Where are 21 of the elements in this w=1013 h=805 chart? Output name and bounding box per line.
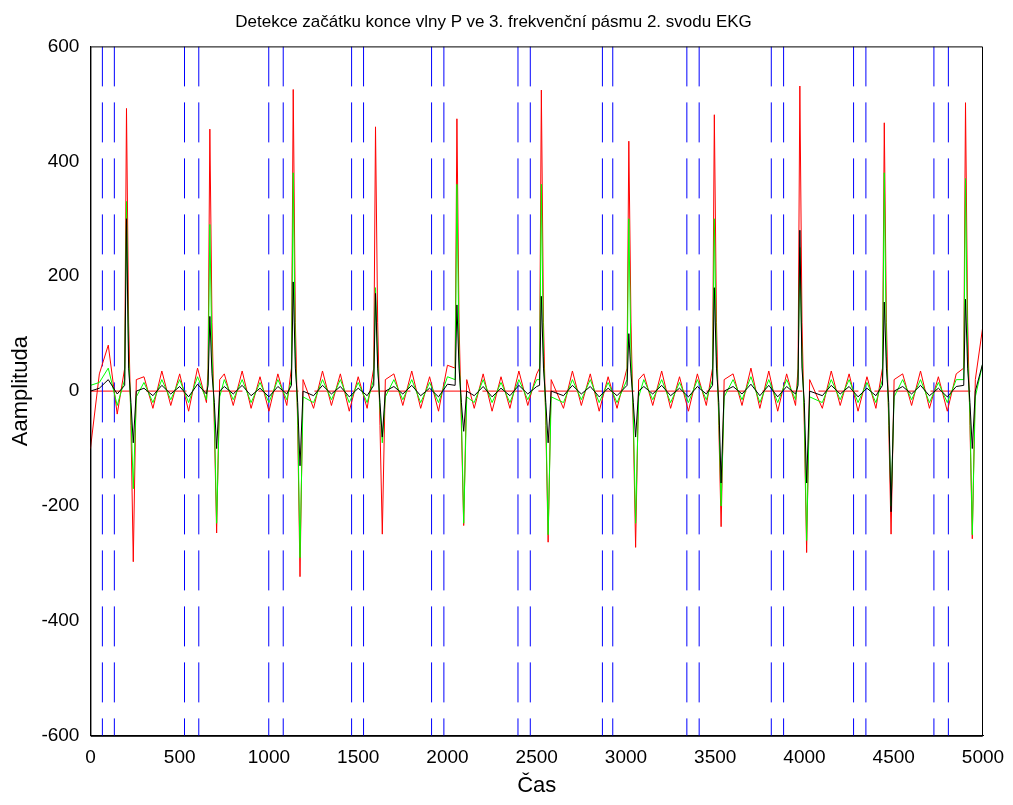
y-tick-label: 600 bbox=[47, 34, 80, 56]
y-tick-label: 200 bbox=[47, 264, 80, 286]
x-tick-label: 3500 bbox=[694, 746, 737, 768]
x-tick-label: 3000 bbox=[604, 746, 648, 768]
y-tick-label: -200 bbox=[41, 494, 80, 516]
x-tick-label: 2500 bbox=[515, 746, 558, 768]
y-tick-label: 0 bbox=[68, 379, 80, 401]
x-tick-label: 500 bbox=[163, 746, 196, 768]
x-tick-label: 4000 bbox=[783, 746, 826, 768]
y-axis-title: Aamplituda bbox=[7, 335, 33, 447]
x-tick-label: 0 bbox=[85, 746, 96, 768]
y-tick-label: -600 bbox=[41, 724, 80, 746]
y-tick-label: 400 bbox=[47, 149, 80, 171]
y-tick-label: -400 bbox=[41, 609, 80, 631]
x-tick-label: 1000 bbox=[247, 746, 291, 768]
x-tick-label: 1500 bbox=[337, 746, 380, 768]
x-tick-label: 4500 bbox=[872, 746, 915, 768]
x-axis-title: Čas bbox=[517, 771, 557, 797]
x-tick-label: 2000 bbox=[426, 746, 469, 768]
chart-title: Detekce začátku konce vlny P ve 3. frekvenční pásmu 2. svodu EKG bbox=[235, 11, 752, 31]
x-tick-label: 5000 bbox=[961, 746, 1005, 768]
